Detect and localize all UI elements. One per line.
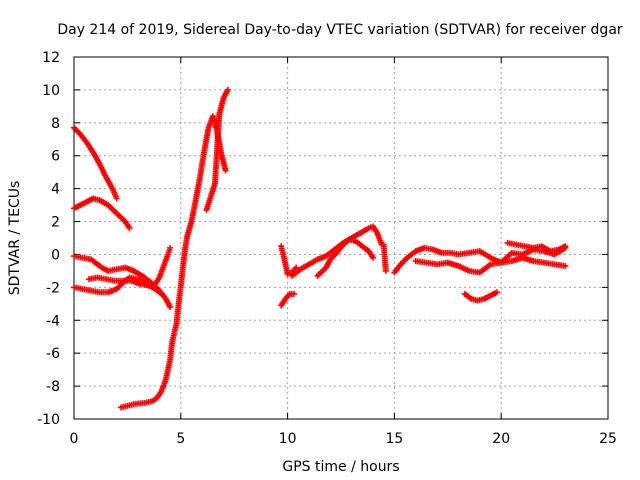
series-arc-11 bbox=[314, 236, 377, 279]
data-point bbox=[291, 290, 298, 297]
y-tick-label: -8 bbox=[46, 379, 60, 395]
data-point bbox=[224, 86, 231, 93]
series-arc-5 bbox=[85, 244, 174, 289]
data-point bbox=[222, 167, 229, 174]
series-arc-6 bbox=[117, 113, 229, 411]
data-point bbox=[370, 254, 377, 261]
x-tick-label: 0 bbox=[70, 431, 79, 447]
y-tick-label: 12 bbox=[42, 50, 60, 66]
data-point bbox=[113, 195, 120, 202]
y-tick-label: -2 bbox=[46, 280, 60, 296]
y-tick-label: -4 bbox=[46, 313, 60, 329]
series-arc-3 bbox=[71, 253, 174, 311]
data-point bbox=[382, 267, 389, 274]
data-point bbox=[158, 290, 165, 297]
series-arc-16 bbox=[504, 239, 569, 255]
x-tick-label: 5 bbox=[176, 431, 185, 447]
series-arc-2 bbox=[71, 195, 133, 232]
x-tick-label: 25 bbox=[599, 431, 617, 447]
y-tick-label: 8 bbox=[51, 116, 60, 132]
data-point bbox=[562, 243, 569, 250]
x-tick-label: 15 bbox=[385, 431, 403, 447]
x-axis-label: GPS time / hours bbox=[282, 459, 399, 475]
series-arc-12 bbox=[380, 241, 389, 274]
data-point bbox=[126, 225, 133, 232]
x-tick-label: 20 bbox=[492, 431, 510, 447]
x-tick-label: 10 bbox=[279, 431, 297, 447]
y-tick-label: 6 bbox=[51, 149, 60, 165]
data-point bbox=[167, 244, 174, 251]
chart-title: Day 214 of 2019, Sidereal Day-to-day VTE… bbox=[57, 22, 623, 38]
data-point bbox=[493, 289, 500, 296]
data-point bbox=[562, 262, 569, 269]
series-arc-9 bbox=[278, 290, 298, 309]
y-axis-label: SDTVAR / TECUs bbox=[7, 181, 23, 296]
data-point bbox=[167, 304, 174, 311]
y-tick-label: -6 bbox=[46, 346, 60, 362]
y-tick-label: 10 bbox=[42, 83, 60, 99]
plot-frame bbox=[73, 56, 609, 420]
data-layer bbox=[71, 86, 569, 411]
series-arc-8 bbox=[278, 243, 300, 278]
y-tick-label: -10 bbox=[37, 412, 60, 428]
series-arc-15 bbox=[461, 289, 500, 304]
series-arc-14 bbox=[412, 254, 569, 276]
tick-layer: 0 5 10 15 20 25 -10 -8 -6 -4 -2 0 2 4 6 8 10 12 bbox=[37, 50, 617, 447]
y-tick-label: 0 bbox=[51, 247, 60, 263]
y-tick-label: 2 bbox=[51, 215, 60, 231]
series-arc-7 bbox=[203, 86, 231, 214]
series-arc-1 bbox=[71, 124, 120, 202]
grid-layer bbox=[74, 57, 608, 419]
y-tick-label: 4 bbox=[51, 182, 60, 198]
series-arc-4 bbox=[71, 274, 165, 297]
